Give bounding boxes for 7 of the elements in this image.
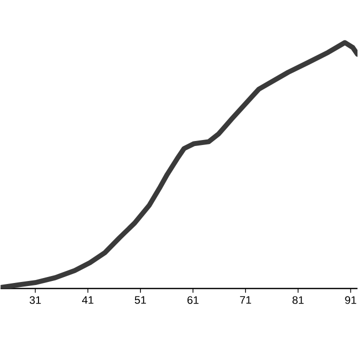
- x-tick-label: 91: [345, 296, 356, 304]
- x-tick-label: 31: [30, 296, 41, 304]
- x-tick-label: 51: [134, 296, 146, 304]
- x-tick-label: 81: [292, 296, 304, 304]
- x-tick-label: 41: [82, 296, 94, 304]
- x-tick-label: 61: [187, 296, 198, 304]
- x-tick-label: 71: [240, 296, 252, 304]
